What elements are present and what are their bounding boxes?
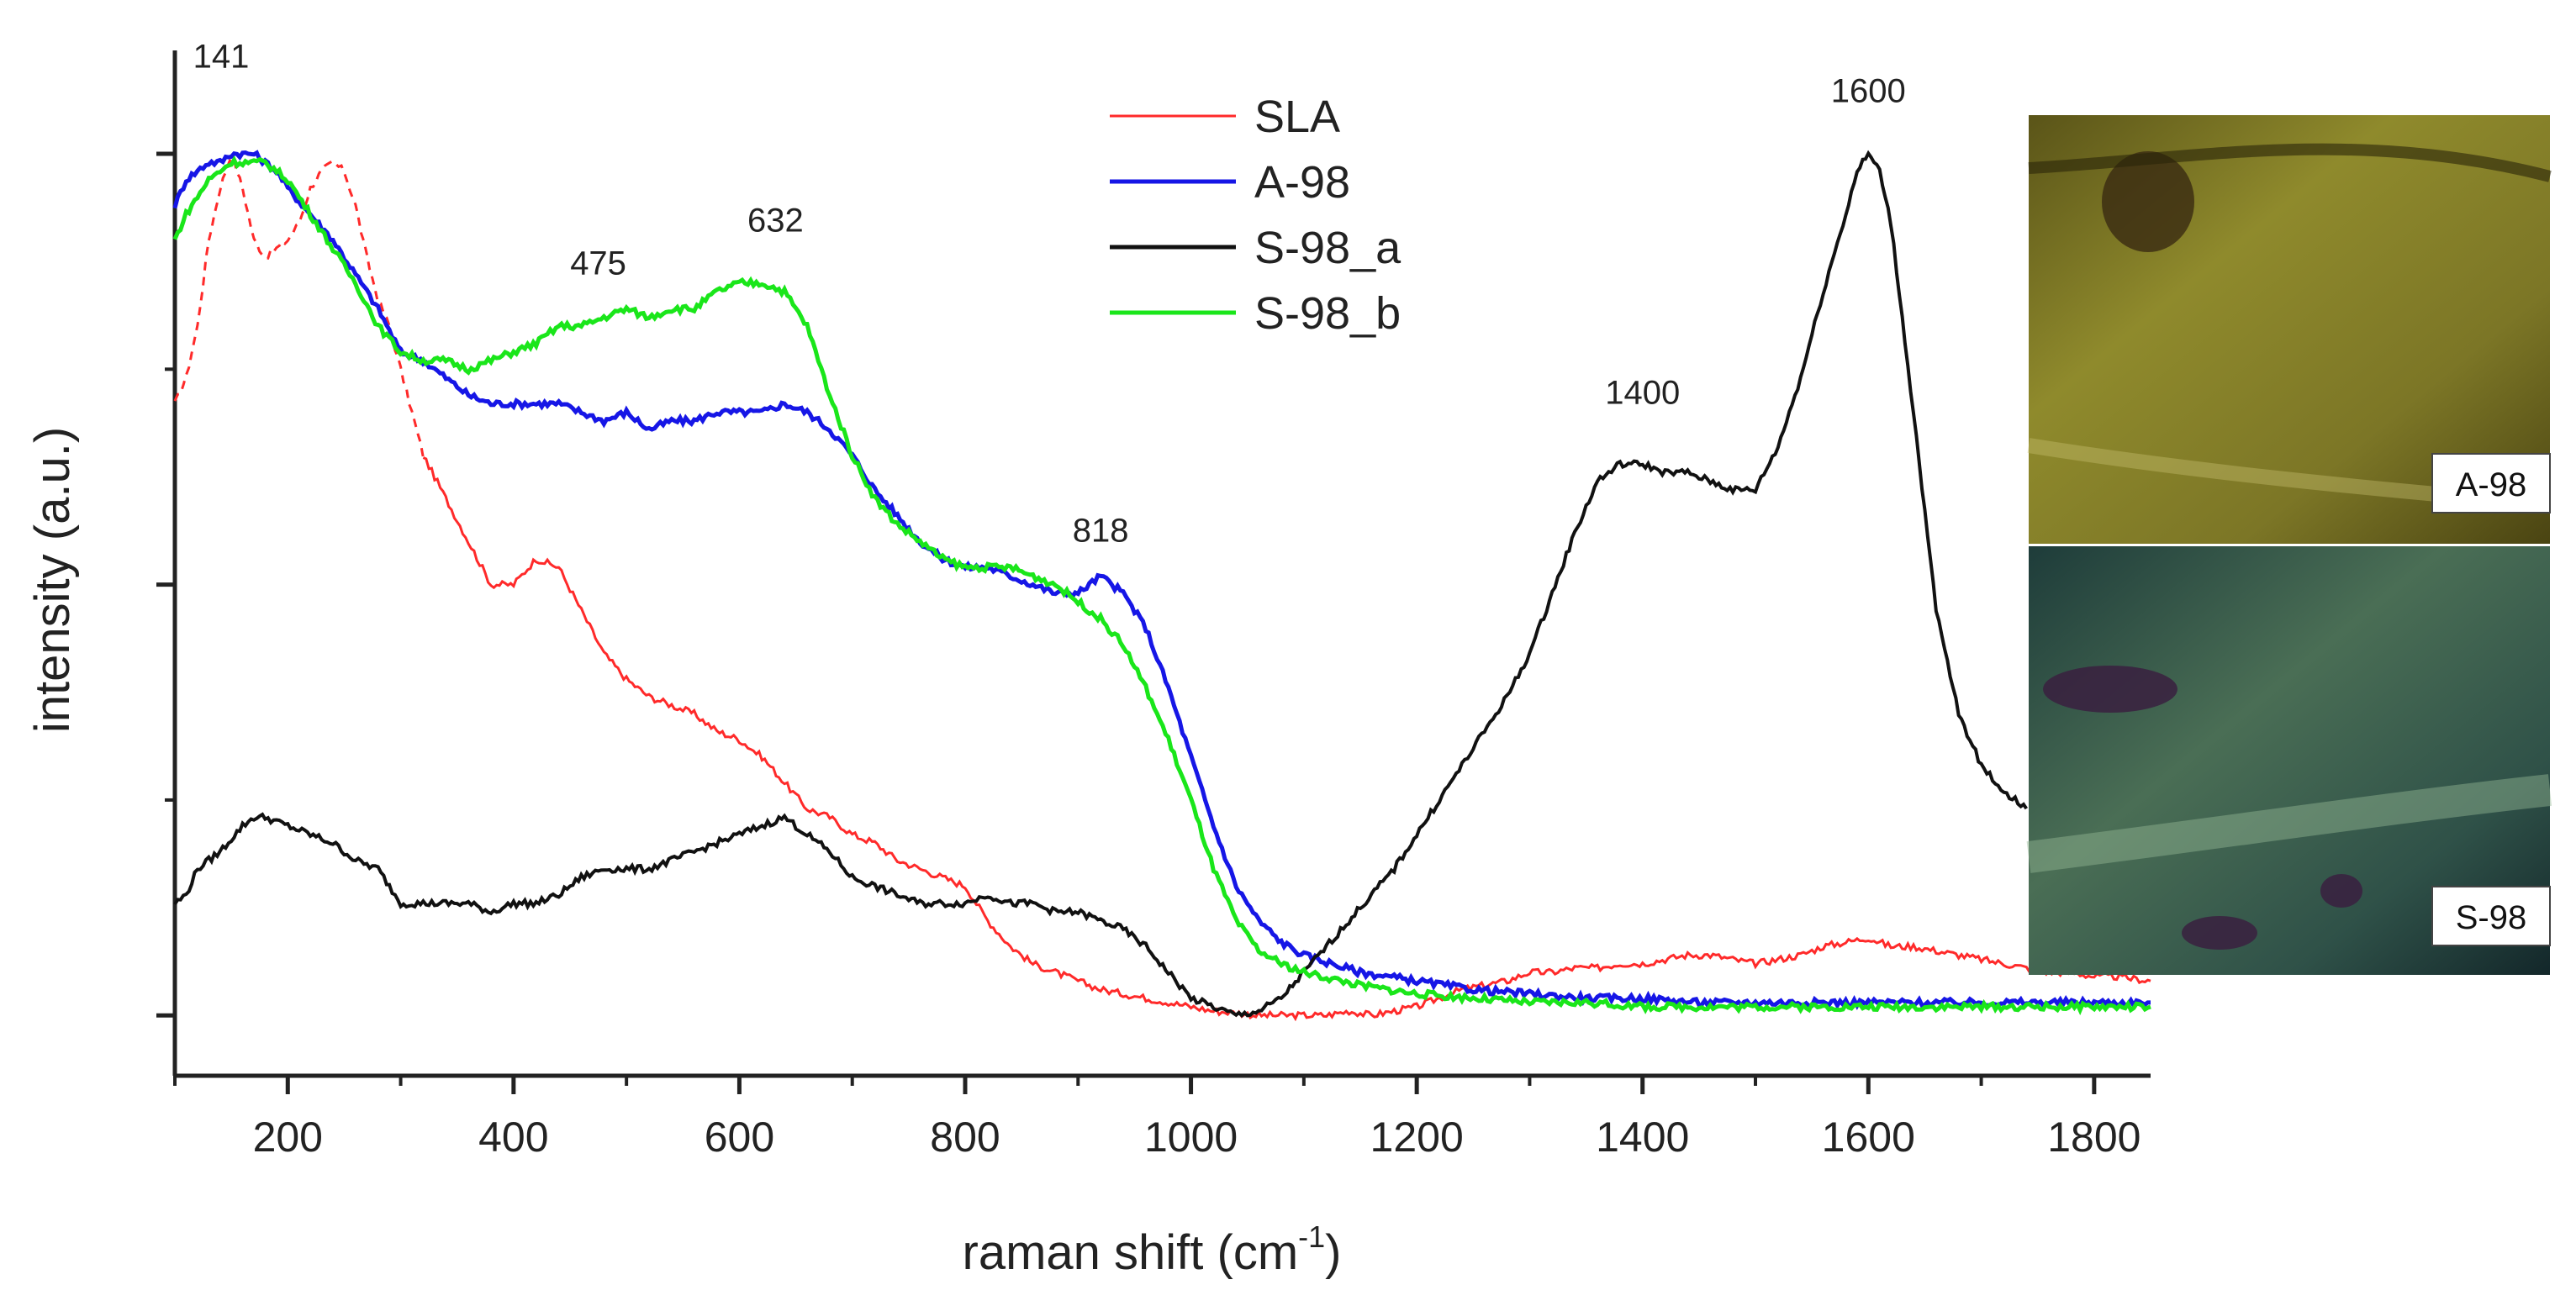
legend-label-S-98_b: S-98_b xyxy=(1254,288,1401,339)
peak-annotation-1600: 1600 xyxy=(1831,73,1906,110)
annotations: 141 475 632 818 1400 1600 xyxy=(193,39,1906,550)
inset-a98: A-98 xyxy=(2027,115,2552,544)
peak-annotation-818: 818 xyxy=(1073,512,1129,549)
x-tick-label-1000: 1000 xyxy=(1144,1114,1238,1161)
peak-annotation-141: 141 xyxy=(193,39,250,76)
inset-s98-dark-spot-3 xyxy=(2320,874,2362,908)
x-tick-label-400: 400 xyxy=(478,1114,548,1161)
x-ticks: 200 400 600 800 1000 1200 1400 1600 1800 xyxy=(173,1076,2141,1161)
x-tick-label-200: 200 xyxy=(253,1114,323,1161)
series-line-SLA-dashed xyxy=(173,155,425,458)
x-tick-label-600: 600 xyxy=(705,1114,774,1161)
series-line-S-98_a xyxy=(173,150,2028,1019)
y-ticks xyxy=(156,151,175,1018)
legend: SLA A-98 S-98_a S-98_b xyxy=(1110,92,1401,339)
series-layer xyxy=(172,150,2151,1022)
legend-label-A-98: A-98 xyxy=(1254,157,1350,208)
inset-a98-label-box xyxy=(2431,453,2551,513)
x-axis-title: raman shift (cm-1) xyxy=(963,1219,1342,1280)
x-tick-label-800: 800 xyxy=(930,1114,1000,1161)
inset-s98-label: S-98 xyxy=(2456,899,2527,936)
peak-annotation-475: 475 xyxy=(570,245,626,282)
series-line-S-98_b xyxy=(172,155,2151,1016)
inset-s98-dark-spot-1 xyxy=(2043,666,2177,713)
legend-label-S-98_a: S-98_a xyxy=(1254,223,1401,273)
x-tick-label-1200: 1200 xyxy=(1370,1114,1464,1161)
series-line-SLA xyxy=(422,456,2151,1022)
inset-s98: S-98 xyxy=(2026,546,2552,975)
inset-s98-band xyxy=(2026,774,2552,873)
inset-a98-dark-spot xyxy=(2102,151,2194,252)
inset-s98-label-box xyxy=(2431,886,2551,946)
x-tick-label-1600: 1600 xyxy=(1822,1114,1915,1161)
inset-a98-crack xyxy=(2028,143,2552,182)
axes xyxy=(172,50,2151,1078)
y-axis-title: intensity (a.u.) xyxy=(25,427,80,733)
peak-annotation-632: 632 xyxy=(747,202,804,239)
inset-s98-dark-spot-2 xyxy=(2182,916,2257,950)
peak-annotation-1400: 1400 xyxy=(1605,374,1680,411)
x-tick-label-1400: 1400 xyxy=(1596,1114,1689,1161)
legend-label-SLA: SLA xyxy=(1254,92,1340,142)
series-line-A-98 xyxy=(172,150,2151,1010)
x-tick-label-1800: 1800 xyxy=(2047,1114,2141,1161)
inset-a98-label: A-98 xyxy=(2456,466,2527,503)
